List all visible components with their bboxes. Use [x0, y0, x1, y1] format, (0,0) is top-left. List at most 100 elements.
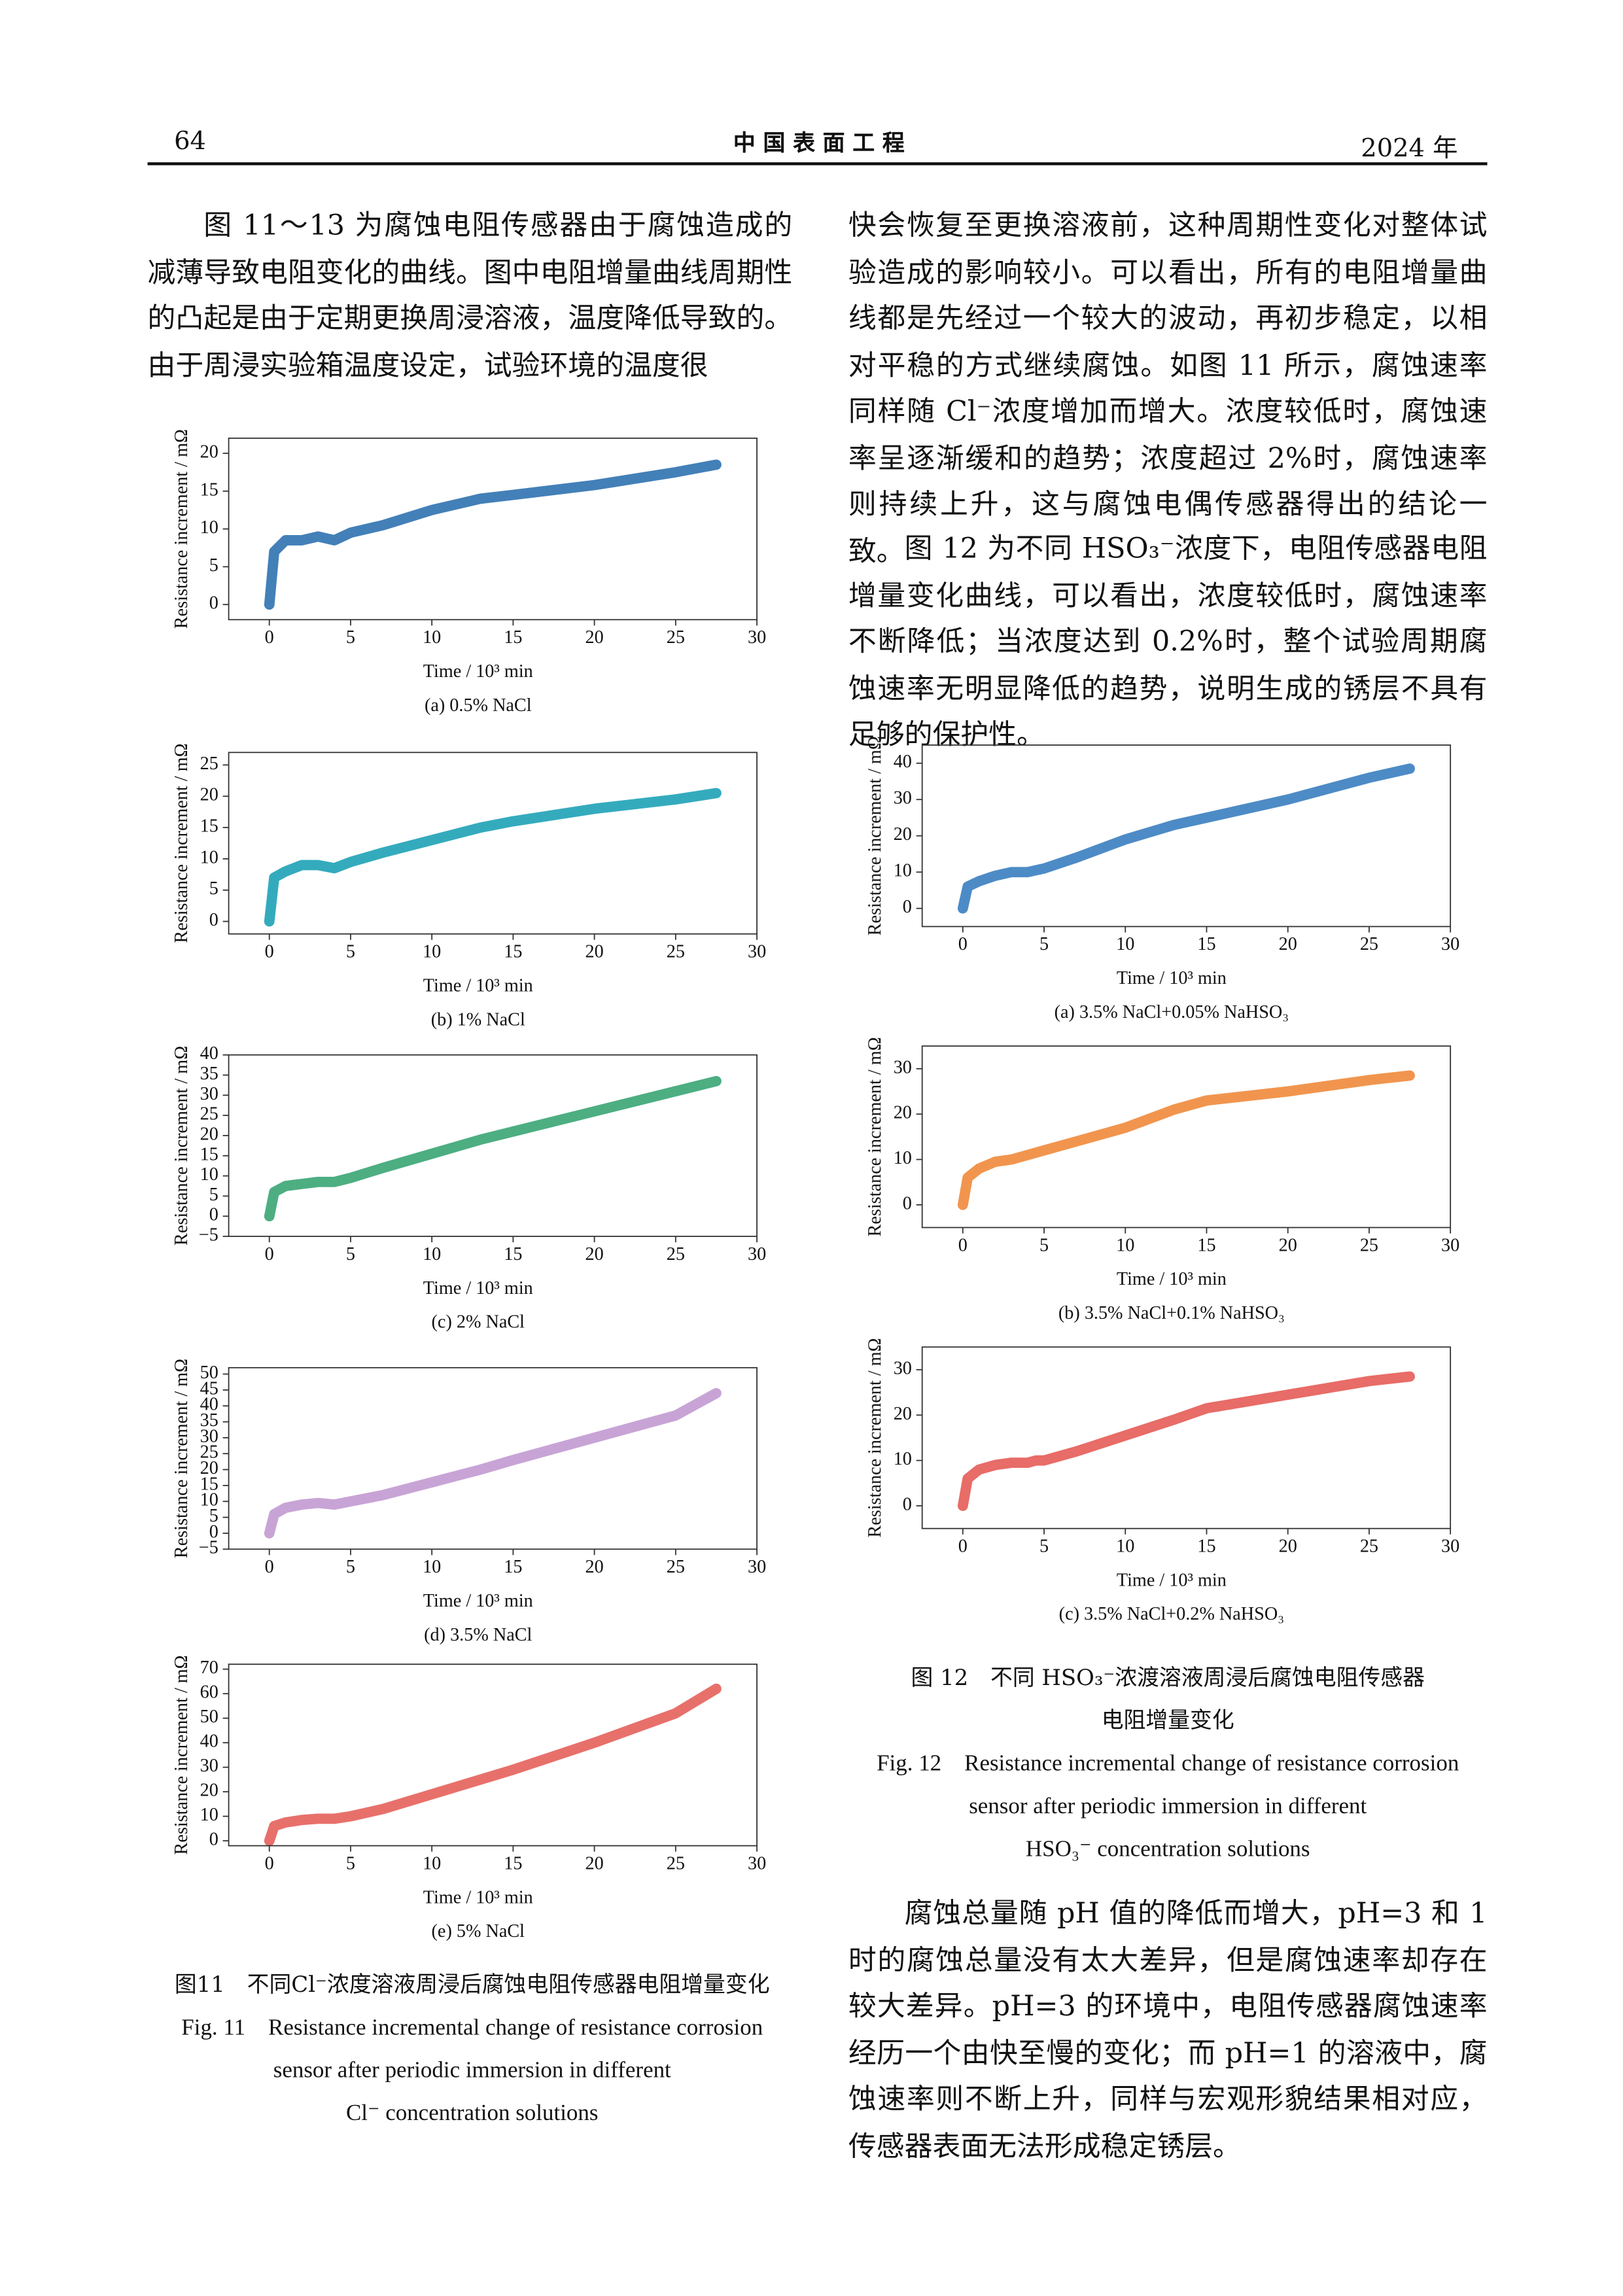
paragraph: 图 12 为不同 HSO₃⁻浓度下，电阻传感器电阻增量变化曲线，可以看出，浓度较… [848, 532, 1488, 752]
y-tick-label: 20 [894, 824, 912, 844]
caption-en: HSO₃⁻ concentration solutions [1025, 1837, 1310, 1862]
caption-zh: 图 12 不同 HSO₃⁻浓渡溶液周浸后腐蚀电阻传感器 [911, 1664, 1425, 1691]
plot-frame [228, 1054, 758, 1238]
y-tick-label: 30 [200, 1426, 218, 1446]
y-tick-label: 40 [200, 1395, 218, 1415]
x-tick-label: 20 [585, 1853, 604, 1873]
x-tick-label: 5 [346, 1244, 355, 1264]
x-tick-label: 10 [423, 1244, 441, 1264]
y-tick-label: 30 [200, 1084, 218, 1104]
x-tick-label: 25 [667, 1853, 685, 1873]
x-tick-label: 20 [585, 627, 604, 648]
y-tick-label: 20 [200, 442, 218, 462]
x-tick-label: 15 [1197, 934, 1215, 954]
x-tick-label: 15 [1197, 1536, 1215, 1556]
x-tick-label: 30 [748, 942, 766, 962]
paragraph: 图 11～13 为腐蚀电阻传感器由于腐蚀造成的减薄导致电阻变化的曲线。图中电阻增… [147, 209, 793, 382]
data-line [957, 1371, 1415, 1511]
x-tick-label: 5 [346, 942, 355, 962]
x-tick-label: 0 [958, 1235, 968, 1255]
y-tick-label: 10 [200, 1490, 218, 1510]
y-tick-label: 10 [200, 1164, 218, 1185]
x-tick-label: 25 [1360, 1235, 1378, 1255]
x-tick-label: 5 [1039, 1235, 1049, 1255]
x-tick-label: 20 [1279, 934, 1297, 954]
caption-en: sensor after periodic immersion in diffe… [969, 1794, 1367, 1820]
y-tick-label: 50 [200, 1707, 218, 1727]
header-rule [147, 162, 1488, 165]
x-tick-label: 30 [748, 1557, 766, 1577]
x-axis-label: Time / 10³ min [423, 975, 533, 996]
x-tick-label: 5 [1039, 1536, 1049, 1556]
data-line [264, 1683, 722, 1847]
plot-frame [228, 752, 758, 935]
x-tick-label: 30 [1441, 1235, 1459, 1255]
y-axis-label: Resistance increment / mΩ [171, 1046, 192, 1245]
x-tick-label: 15 [504, 1244, 522, 1264]
y-tick-label: 30 [894, 788, 912, 809]
caption-zh: 图11 不同Cl⁻浓度溶液周浸后腐蚀电阻传感器电阻增量变化 [174, 1971, 770, 1998]
chart: 0 5 10 15 20 25 30 0 5 10 15 20 25 Time / 10³ min Resi… [171, 743, 766, 1030]
y-tick-label: 20 [894, 1103, 912, 1123]
x-tick-label: 25 [667, 942, 685, 962]
x-axis-label: Time / 10³ min [423, 1591, 533, 1611]
chart: 0 5 10 15 20 25 30 0 10 20 30 Time / 10³ min Resista… [865, 1037, 1459, 1323]
y-tick-label: 20 [200, 1458, 218, 1478]
y-tick-label: 35 [200, 1064, 218, 1084]
plot-frame [921, 1346, 1452, 1529]
x-tick-label: 20 [585, 1244, 604, 1264]
x-tick-label: 10 [423, 1853, 441, 1873]
x-tick-label: 0 [265, 942, 274, 962]
x-axis-label: Time / 10³ min [423, 661, 533, 682]
y-tick-label: 0 [903, 1494, 912, 1514]
plot-frame [228, 1663, 758, 1847]
x-tick-label: 25 [1360, 934, 1378, 954]
y-tick-label: 0 [209, 1522, 218, 1542]
y-tick-label: 10 [200, 517, 218, 538]
plot-frame [228, 437, 758, 621]
x-tick-label: 15 [504, 942, 522, 962]
x-tick-label: 30 [748, 1853, 766, 1873]
y-tick-label: 15 [200, 1144, 218, 1164]
caption-en: Cl⁻ concentration solutions [345, 2100, 599, 2127]
chart-caption: (c) 3.5% NaCl+0.2% NaHSO₃ [1059, 1604, 1284, 1624]
chart-caption: (b) 1% NaCl [431, 1009, 525, 1030]
chart: 0 5 10 15 20 25 30 0 10 20 30 40 50 60 70 Time / 10³ mi… [171, 1655, 766, 1941]
x-tick-label: 0 [265, 1557, 274, 1577]
x-tick-label: 5 [346, 1853, 355, 1873]
paragraph: 腐蚀总量随 pH 值的降低而增大，pH=3 和 1 时的腐蚀总量没有太大差异，但… [848, 1897, 1488, 2163]
y-tick-label: 25 [200, 1104, 218, 1124]
page-number: 64 [174, 126, 206, 157]
x-tick-label: 5 [346, 1557, 355, 1577]
chart-caption: (e) 5% NaCl [432, 1921, 525, 1941]
chart: 0 5 10 15 20 25 30 0 10 20 30 Time / 10³ min Resista… [865, 1338, 1459, 1624]
y-axis-label: Resistance increment / mΩ [171, 1655, 192, 1854]
x-tick-label: 15 [504, 1557, 522, 1577]
y-tick-label: 70 [200, 1658, 218, 1678]
x-tick-label: 0 [958, 934, 968, 954]
y-tick-label: 0 [903, 1193, 912, 1213]
x-tick-label: 30 [748, 627, 766, 648]
y-tick-label: 0 [209, 593, 218, 614]
x-tick-label: 30 [748, 1244, 766, 1264]
y-tick-label: 20 [894, 1404, 912, 1424]
y-tick-label: 10 [894, 861, 912, 881]
y-tick-label: 30 [894, 1358, 912, 1378]
y-tick-label: −5 [199, 1225, 218, 1245]
x-axis-label: Time / 10³ min [423, 1887, 533, 1907]
year: 2024 年 [1361, 134, 1458, 164]
y-axis-label: Resistance increment / mΩ [865, 736, 885, 935]
caption-en: Fig. 12 Resistance incremental change of… [877, 1751, 1459, 1777]
data-line [957, 1070, 1415, 1210]
x-tick-label: 15 [504, 627, 522, 648]
x-tick-label: 10 [1116, 1235, 1134, 1255]
x-tick-label: 20 [1279, 1235, 1297, 1255]
x-tick-label: 10 [423, 1557, 441, 1577]
y-tick-label: 60 [200, 1682, 218, 1703]
chart-caption: (a) 3.5% NaCl+0.05% NaHSO₃ [1055, 1002, 1289, 1022]
x-axis-label: Time / 10³ min [1117, 1570, 1227, 1590]
y-tick-label: 0 [903, 897, 912, 917]
